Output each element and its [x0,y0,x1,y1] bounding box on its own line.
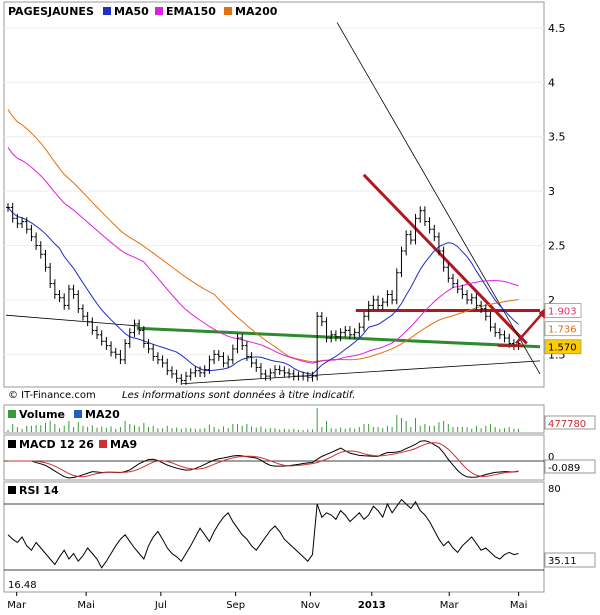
volume-ma20-swatch [74,410,82,418]
volume-value-label: 477780 [548,419,586,430]
price-label-box [544,321,582,337]
legend-ema150-label: EMA150 [166,5,216,18]
price-label: 1.903 [548,306,577,317]
rsi-legend-label: RSI 14 [19,484,59,497]
volume-legend-label: Volume [19,408,65,421]
macd-ma9-label: MA9 [110,438,137,451]
rsi-low-label: 16.48 [8,580,37,591]
macd-value-label: -0.089 [548,463,580,474]
rsi-80-tick: 80 [548,484,561,495]
volume-legend-swatch [8,410,16,418]
rsi-value-box [544,552,596,568]
x-tick-label: Nov [301,600,321,611]
macd-legend-swatch [8,440,16,448]
x-tick-label: 2013 [358,600,386,611]
trendlines [5,22,541,385]
breakout-arrow-shaft [515,312,544,345]
black-upper-line-line [336,22,541,375]
y-tick-label: 2 [548,294,555,307]
macd-line [8,440,519,479]
black-left-line-line [5,314,140,327]
rsi-value-label: 35.11 [548,556,577,567]
y-tick-label: 3 [548,185,555,198]
y-tick-label: 4 [548,76,555,89]
price-bars [6,203,521,385]
x-tick-label: Mar [7,600,27,611]
macd-signal-line [8,442,519,478]
x-axis: Mar Mai Jul Sep Nov 2013 Mar Mai [7,592,527,611]
price-panel-frame [3,1,545,388]
price-label: 1.736 [548,325,577,336]
price-label: 1.570 [548,343,577,354]
ma200-line [7,109,519,363]
volume-bars [7,408,520,432]
red-downtrend-line [362,173,528,345]
legend-ma50-label: MA50 [114,5,149,18]
macd-ma9-swatch [99,440,107,448]
black-lower-line-line [182,360,541,385]
disclaimer-text: Les informations sont données à titre in… [122,389,355,401]
macd-zero-tick: 0 [548,452,554,463]
y-tick-label: 2.5 [548,240,566,253]
green-support-line [136,326,541,349]
ma50-line [7,207,519,375]
x-tick-label: Mai [510,600,528,611]
x-tick-label: Mar [440,600,460,611]
rsi-panel-frame [3,481,545,593]
macd-value-box [544,459,596,474]
ema150-line [7,147,519,364]
macd-panel-frame [3,434,545,481]
x-tick-label: Sep [226,600,245,611]
price-label-box [544,339,582,355]
y-tick-label: 3.5 [548,131,566,144]
rsi-line [7,498,519,569]
price-labels: 1.903 1.736 1.570 [544,303,582,355]
rsi-legend-swatch [8,486,16,494]
price-legend: PAGESJAUNES MA50 EMA150 MA200 [8,5,278,18]
volume-value-box [544,415,596,430]
volume-panel-frame [3,404,545,434]
legend-ma200-label: MA200 [235,5,278,18]
legend-ma200-swatch [224,7,232,15]
price-label-box [544,303,582,318]
x-tick-label: Jul [154,600,167,611]
price-y-axis: 1.522.533.544.5 [548,22,566,361]
copyright-text: © IT-Finance.com [8,390,96,401]
macd-legend-label: MACD 12 26 [19,438,94,451]
y-tick-label: 4.5 [548,22,566,35]
x-tick-label: Mai [77,600,95,611]
legend-ma50-swatch [103,7,111,15]
volume-ma20-label: MA20 [85,408,120,421]
legend-ema150-swatch [155,7,163,15]
legend-title: PAGESJAUNES [8,5,94,18]
